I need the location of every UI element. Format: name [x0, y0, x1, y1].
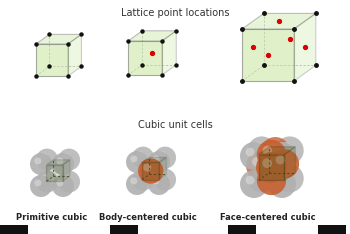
- Circle shape: [132, 169, 154, 191]
- Circle shape: [136, 173, 144, 180]
- Circle shape: [266, 143, 276, 152]
- Polygon shape: [47, 160, 70, 165]
- Circle shape: [268, 170, 296, 198]
- Circle shape: [253, 170, 262, 179]
- Polygon shape: [142, 162, 159, 179]
- Polygon shape: [128, 31, 176, 41]
- Circle shape: [276, 136, 304, 165]
- Circle shape: [281, 142, 290, 151]
- Polygon shape: [242, 13, 316, 29]
- Polygon shape: [128, 41, 162, 75]
- Circle shape: [154, 169, 176, 191]
- Circle shape: [246, 148, 254, 157]
- Polygon shape: [259, 147, 295, 154]
- Bar: [228, 225, 256, 234]
- Polygon shape: [294, 13, 316, 81]
- Circle shape: [131, 177, 138, 184]
- Text: Lattice point locations: Lattice point locations: [121, 8, 229, 18]
- Polygon shape: [285, 147, 295, 180]
- Text: Body-centered cubic: Body-centered cubic: [99, 213, 197, 222]
- Circle shape: [41, 153, 48, 160]
- Bar: [318, 225, 346, 234]
- Circle shape: [126, 173, 148, 195]
- Circle shape: [152, 177, 160, 184]
- Circle shape: [240, 170, 268, 198]
- Circle shape: [58, 171, 80, 193]
- Circle shape: [148, 173, 170, 195]
- Circle shape: [148, 151, 170, 173]
- Bar: [110, 225, 138, 234]
- Circle shape: [159, 173, 166, 180]
- Circle shape: [131, 155, 138, 162]
- Circle shape: [253, 142, 262, 151]
- Circle shape: [248, 165, 276, 192]
- Circle shape: [281, 170, 290, 179]
- Circle shape: [262, 158, 272, 168]
- Circle shape: [275, 155, 285, 165]
- Circle shape: [58, 149, 80, 171]
- Polygon shape: [36, 44, 68, 76]
- Polygon shape: [162, 31, 176, 75]
- Circle shape: [246, 176, 254, 185]
- Polygon shape: [159, 157, 166, 179]
- Circle shape: [270, 149, 299, 179]
- Circle shape: [274, 148, 282, 157]
- Circle shape: [34, 157, 41, 165]
- Circle shape: [62, 175, 70, 182]
- Circle shape: [56, 179, 63, 186]
- Circle shape: [276, 165, 304, 192]
- Bar: [0, 225, 28, 234]
- Circle shape: [261, 137, 290, 166]
- Polygon shape: [242, 29, 294, 81]
- Circle shape: [262, 146, 272, 155]
- Circle shape: [262, 172, 272, 181]
- Polygon shape: [36, 34, 82, 44]
- Circle shape: [257, 140, 286, 169]
- Circle shape: [30, 153, 52, 175]
- Circle shape: [268, 142, 296, 170]
- Circle shape: [248, 136, 276, 165]
- Circle shape: [274, 176, 282, 185]
- Circle shape: [257, 166, 286, 195]
- Polygon shape: [63, 160, 70, 181]
- Circle shape: [41, 175, 48, 182]
- Circle shape: [34, 179, 41, 186]
- Text: Primitive cubic: Primitive cubic: [16, 213, 88, 222]
- Polygon shape: [259, 154, 285, 180]
- Circle shape: [36, 171, 58, 193]
- Circle shape: [252, 157, 261, 166]
- Circle shape: [62, 153, 70, 160]
- Polygon shape: [142, 157, 166, 162]
- Circle shape: [152, 155, 160, 162]
- Text: Cubic unit cells: Cubic unit cells: [138, 120, 212, 130]
- Text: Face-centered cubic: Face-centered cubic: [220, 213, 316, 222]
- Polygon shape: [68, 34, 82, 76]
- Circle shape: [138, 158, 163, 184]
- Circle shape: [132, 146, 154, 169]
- Circle shape: [256, 152, 287, 183]
- Circle shape: [143, 163, 151, 172]
- Circle shape: [52, 153, 74, 175]
- Circle shape: [56, 157, 63, 165]
- Circle shape: [154, 146, 176, 169]
- Polygon shape: [47, 165, 63, 181]
- Circle shape: [52, 175, 74, 197]
- Circle shape: [36, 149, 58, 171]
- Circle shape: [136, 151, 144, 158]
- Circle shape: [126, 151, 148, 173]
- Circle shape: [240, 142, 268, 170]
- Circle shape: [30, 175, 52, 197]
- Circle shape: [246, 151, 275, 180]
- Circle shape: [159, 151, 166, 158]
